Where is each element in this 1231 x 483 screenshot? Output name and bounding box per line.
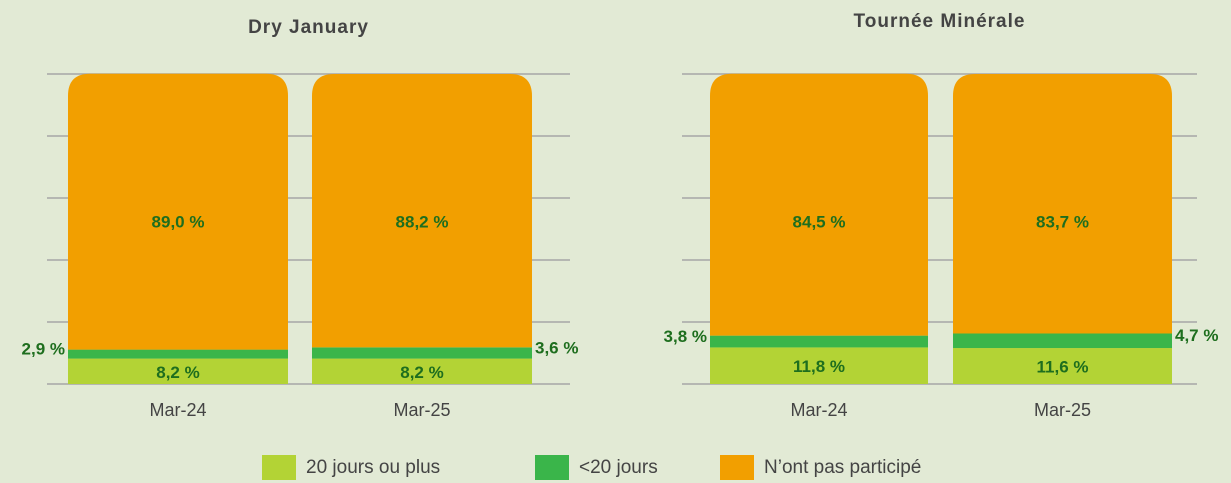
bar-segment (953, 333, 1172, 349)
x-tick-label: Mar-25 (393, 400, 450, 420)
x-tick-label: Mar-24 (149, 400, 206, 420)
data-label: 4,7 % (1175, 326, 1218, 345)
data-label: 3,8 % (664, 327, 707, 346)
bar-segment (312, 74, 532, 348)
legend-label: 20 jours ou plus (306, 457, 440, 478)
bar-segment (710, 335, 928, 348)
data-label: 8,2 % (156, 363, 199, 382)
legend-label: <20 jours (579, 457, 658, 478)
chart-title: Tournée Minérale (854, 11, 1026, 32)
data-label: 89,0 % (152, 212, 205, 231)
legend-swatch (535, 455, 569, 480)
chart-title: Dry January (248, 17, 369, 38)
bar-segment (953, 74, 1172, 334)
bar-segment (312, 358, 532, 384)
legend-swatch (262, 455, 296, 480)
data-label: 83,7 % (1036, 212, 1089, 231)
data-label: 8,2 % (400, 363, 443, 382)
data-label: 3,6 % (535, 338, 578, 357)
x-tick-label: Mar-24 (790, 400, 847, 420)
data-label: 2,9 % (22, 340, 65, 359)
bar-segment (68, 358, 288, 384)
bar-segment (710, 347, 928, 384)
legend-swatch (720, 455, 754, 480)
data-label: 11,8 % (793, 357, 845, 376)
x-tick-label: Mar-25 (1034, 400, 1091, 420)
bar-segment (312, 347, 532, 359)
bar-segment (953, 348, 1172, 384)
bar-segment (68, 349, 288, 359)
data-label: 11,6 % (1037, 358, 1089, 377)
data-label: 88,2 % (396, 212, 449, 231)
bar-segment (68, 73, 288, 350)
data-label: 84,5 % (793, 212, 846, 231)
legend-label: N’ont pas participé (764, 457, 921, 478)
bar-segment (710, 73, 928, 336)
